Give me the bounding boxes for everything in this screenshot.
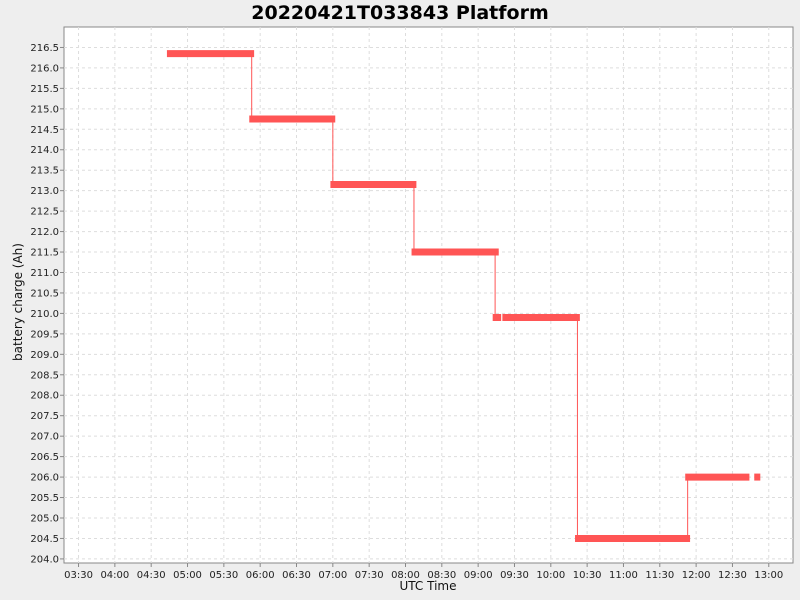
x-tick-label: 03:30 xyxy=(64,570,93,581)
x-tick-label: 04:30 xyxy=(137,570,166,581)
y-tick-label: 205.5 xyxy=(30,493,59,504)
y-tick-label: 207.5 xyxy=(30,411,59,422)
y-tick-label: 207.0 xyxy=(30,432,59,443)
y-tick-label: 213.5 xyxy=(30,166,59,177)
x-tick-label: 12:30 xyxy=(718,570,747,581)
x-tick-label: 10:30 xyxy=(573,570,602,581)
y-tick-label: 208.5 xyxy=(30,370,59,381)
y-tick-label: 215.0 xyxy=(30,104,59,115)
x-tick-label: 08:30 xyxy=(427,570,456,581)
plot-area xyxy=(63,26,794,564)
x-tick-label: 07:00 xyxy=(318,570,347,581)
y-tick-label: 216.5 xyxy=(30,43,59,54)
x-tick-label: 04:00 xyxy=(100,570,129,581)
y-axis-label: battery charge (Ah) xyxy=(11,243,25,361)
y-tick-label: 206.5 xyxy=(30,452,59,463)
y-tick-label: 211.0 xyxy=(30,268,59,279)
y-tick-label: 213.0 xyxy=(30,186,59,197)
chart-title: 20220421T033843 Platform xyxy=(251,2,549,24)
y-axis: 204.0 204.5 205.0 205.5 206.0 206.5 207.0 207.5… xyxy=(30,43,64,565)
y-tick-label: 212.0 xyxy=(30,227,59,238)
y-tick-label: 204.5 xyxy=(30,534,59,545)
x-axis: 03:30 04:00 04:30 05:00 05:30 06:00 06:30 07:00… xyxy=(64,563,783,581)
x-tick-label: 11:00 xyxy=(609,570,638,581)
y-tick-label: 210.0 xyxy=(30,309,59,320)
y-tick-label: 214.0 xyxy=(30,145,59,156)
y-tick-label: 215.5 xyxy=(30,84,59,95)
y-tick-label: 214.5 xyxy=(30,125,59,136)
x-tick-label: 09:30 xyxy=(500,570,529,581)
y-tick-label: 211.5 xyxy=(30,248,59,259)
x-tick-label: 05:00 xyxy=(173,570,202,581)
y-tick-label: 210.5 xyxy=(30,288,59,299)
x-tick-label: 12:00 xyxy=(682,570,711,581)
x-tick-label: 11:30 xyxy=(645,570,674,581)
x-tick-label: 08:00 xyxy=(391,570,420,581)
y-tick-label: 206.0 xyxy=(30,473,59,484)
battery-charge-series xyxy=(166,50,761,542)
y-tick-label: 209.5 xyxy=(30,329,59,340)
x-tick-label: 05:30 xyxy=(209,570,238,581)
x-tick-label: 10:00 xyxy=(536,570,565,581)
x-tick-label: 13:00 xyxy=(754,570,783,581)
grid-lines xyxy=(64,27,793,563)
x-axis-label: UTC Time xyxy=(400,579,457,593)
y-tick-label: 209.0 xyxy=(30,350,59,361)
y-tick-label: 205.0 xyxy=(30,513,59,524)
y-tick-label: 208.0 xyxy=(30,391,59,402)
x-tick-label: 06:30 xyxy=(282,570,311,581)
x-tick-label: 07:30 xyxy=(355,570,384,581)
y-tick-label: 204.0 xyxy=(30,554,59,565)
x-tick-label: 09:00 xyxy=(464,570,493,581)
x-tick-label: 06:00 xyxy=(246,570,275,581)
y-tick-label: 216.0 xyxy=(30,63,59,74)
y-tick-label: 212.5 xyxy=(30,207,59,218)
